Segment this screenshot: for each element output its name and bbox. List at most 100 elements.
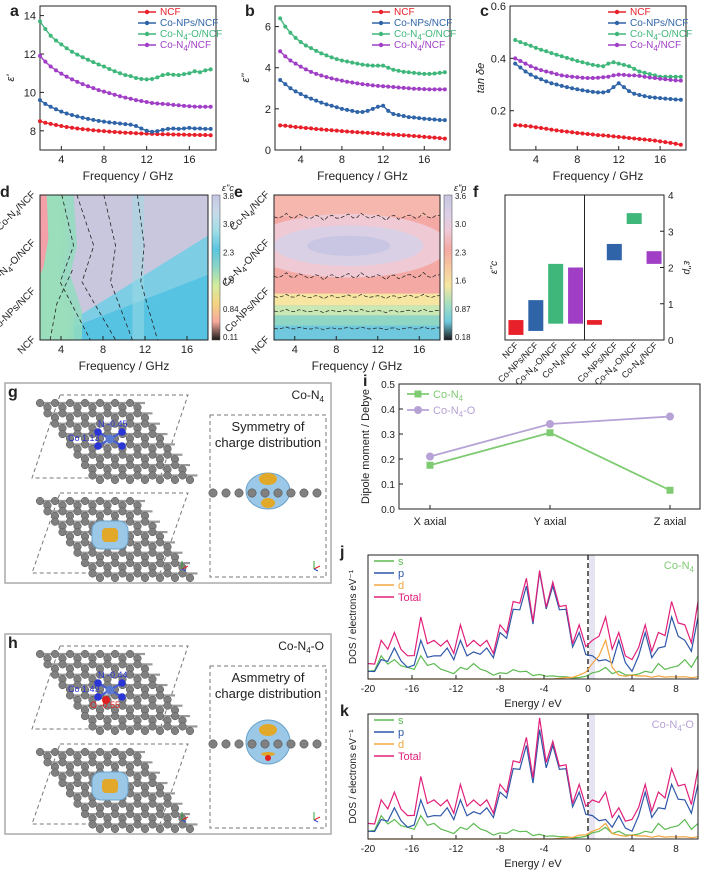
oxygen-atom <box>265 755 271 761</box>
data-point <box>523 61 528 66</box>
data-point <box>396 113 401 118</box>
legend-label: Co-NPs/NCF <box>630 18 688 29</box>
data-point <box>596 75 600 80</box>
data-point <box>365 63 370 68</box>
panel-a: 4 8 12 16 8 10 12 14 Frequency / GHz ε' NCFCo-NPs/… <box>5 3 222 183</box>
x-tick-label: -20 <box>361 684 376 695</box>
data-point <box>118 71 122 76</box>
data-point <box>621 72 626 77</box>
colorbar-tick-label: 1.6 <box>455 277 467 286</box>
data-point <box>59 109 64 114</box>
data-point <box>668 140 673 145</box>
carbon-atom <box>73 799 82 808</box>
carbon-atom <box>148 681 157 690</box>
carbon-atom <box>50 768 60 777</box>
series-line <box>367 570 699 665</box>
cobalt-atom <box>105 685 115 695</box>
data-point <box>663 96 668 101</box>
data-point <box>585 89 590 94</box>
nitrogen-atom <box>94 693 102 701</box>
data-point <box>523 41 528 46</box>
carbon-atom <box>88 548 97 557</box>
data-point <box>663 77 668 82</box>
carbon-atom <box>133 450 142 459</box>
carbon-atom <box>163 722 172 731</box>
data-point <box>150 129 154 134</box>
carbon-atom <box>133 430 142 439</box>
carbon-atom <box>118 409 127 418</box>
carbon-atom <box>80 559 90 568</box>
carbon-atom <box>125 712 135 721</box>
carbon-atom <box>80 649 90 659</box>
data-point <box>406 115 411 120</box>
data-point <box>370 63 375 68</box>
x-tick-label: Z axial <box>654 516 686 528</box>
data-point <box>528 64 533 69</box>
data-point <box>523 69 528 74</box>
data-point <box>128 122 133 127</box>
x-tick-label: -16 <box>405 844 420 855</box>
axis-gizmo <box>313 819 319 823</box>
data-point <box>166 132 170 137</box>
carbon-atom <box>95 419 105 428</box>
carbon-atom <box>299 488 309 498</box>
carbon-atom <box>118 507 127 516</box>
carbon-atom <box>110 670 120 679</box>
data-point <box>345 59 350 64</box>
carbon-atom <box>155 824 165 834</box>
data-point <box>139 126 144 131</box>
data-point <box>54 107 58 112</box>
data-point <box>422 71 427 76</box>
data-point <box>513 56 518 61</box>
carbon-atom <box>43 507 52 516</box>
data-point <box>303 94 308 99</box>
x-tick-label: 12 <box>377 154 389 166</box>
row-label: NCF <box>250 334 272 356</box>
data-point <box>411 70 416 75</box>
caption-line-1: Asmmetry of <box>232 670 305 685</box>
carbon-atom <box>140 789 150 798</box>
carbon-atom <box>35 496 45 506</box>
data-point <box>386 132 391 137</box>
y-tick-label: 0.5 <box>381 380 395 391</box>
carbon-atom <box>208 488 218 498</box>
data-point <box>43 101 48 106</box>
carbon-atom <box>58 507 67 516</box>
x-tick-label: -12 <box>449 684 464 695</box>
data-point <box>575 75 580 80</box>
data-point <box>544 69 549 74</box>
carbon-atom <box>312 739 322 749</box>
x-tick-label: 8 <box>100 344 106 356</box>
data-point <box>64 46 69 51</box>
carbon-atom <box>88 701 97 710</box>
carbon-atom <box>88 660 97 669</box>
carbon-atom <box>286 739 296 749</box>
carbon-atom <box>118 758 127 767</box>
x-tick-label: 4 <box>298 154 304 166</box>
data-point <box>118 121 122 126</box>
carbon-atom <box>155 538 165 547</box>
y-tick-label: 0.0 <box>381 505 395 516</box>
carbon-atom <box>133 681 142 690</box>
data-point <box>621 62 626 67</box>
carbon-atom <box>140 538 150 547</box>
carbon-atom <box>125 419 135 428</box>
colorbar <box>443 194 453 341</box>
carbon-atom <box>125 496 135 506</box>
carbon-atom <box>125 768 135 777</box>
data-point <box>38 98 42 103</box>
carbon-atom <box>110 461 120 470</box>
isosurface <box>259 473 277 485</box>
x-tick-label: 0 <box>585 684 591 695</box>
series-line <box>429 431 671 492</box>
fermi-band <box>589 555 595 679</box>
carbon-atom <box>148 528 157 537</box>
data-point <box>427 117 432 122</box>
carbon-atom <box>110 419 120 428</box>
carbon-atom <box>65 670 75 679</box>
data-point <box>596 90 600 95</box>
carbon-atom <box>125 670 135 679</box>
data-point <box>288 58 293 63</box>
data-point <box>144 77 149 82</box>
